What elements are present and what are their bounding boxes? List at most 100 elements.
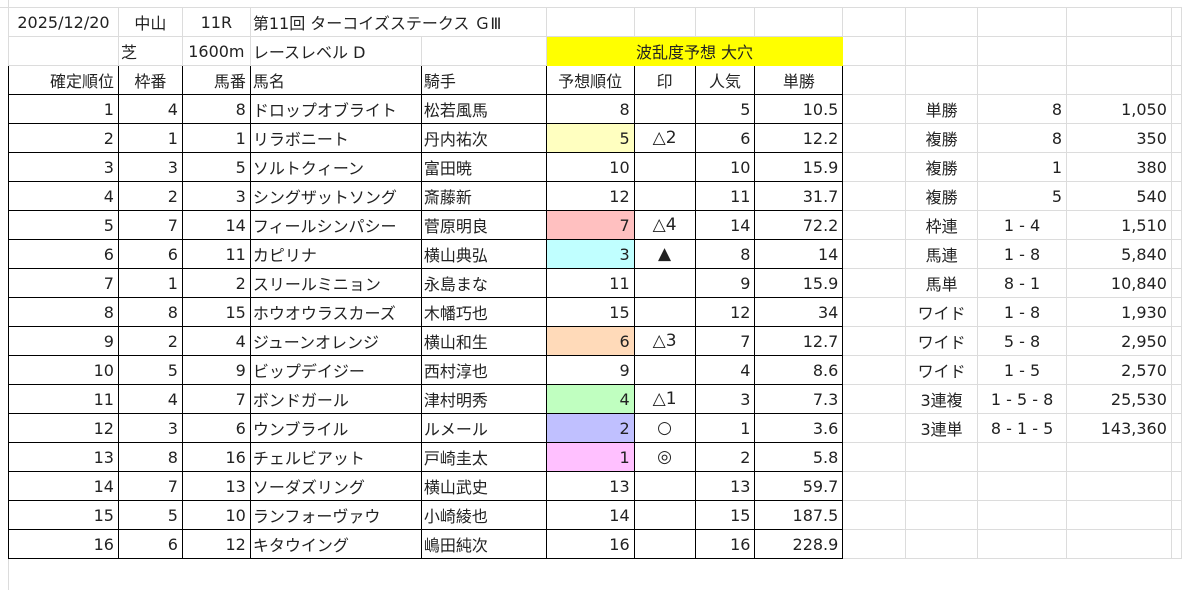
horse-name[interactable]: ソルトクィーン xyxy=(249,152,422,182)
payout-amount[interactable]: 380 xyxy=(1066,152,1172,182)
win-odds[interactable]: 7.3 xyxy=(754,384,844,414)
payout-amount[interactable]: 25,530 xyxy=(1066,384,1172,414)
popularity[interactable]: 16 xyxy=(694,529,756,559)
win-odds[interactable]: 8.6 xyxy=(754,355,844,385)
win-odds[interactable]: 15.9 xyxy=(754,152,844,182)
header-finish-position[interactable]: 確定順位 xyxy=(8,65,119,95)
empty-cell[interactable] xyxy=(905,500,979,530)
popularity[interactable]: 8 xyxy=(694,239,756,269)
predicted-rank[interactable]: 14 xyxy=(545,500,635,530)
jockey-name[interactable]: 丹内祐次 xyxy=(420,123,547,153)
empty-cell[interactable] xyxy=(1170,268,1182,298)
frame-number[interactable]: 8 xyxy=(117,442,183,472)
frame-number[interactable]: 7 xyxy=(117,210,183,240)
payout-combination[interactable]: 1 - 4 xyxy=(977,210,1067,240)
empty-cell[interactable] xyxy=(1170,384,1182,414)
empty-cell[interactable] xyxy=(842,413,907,443)
payout-amount[interactable]: 10,840 xyxy=(1066,268,1172,298)
empty-cell[interactable] xyxy=(1170,326,1182,356)
payout-combination[interactable]: 8 - 1 xyxy=(977,268,1067,298)
popularity[interactable]: 1 xyxy=(694,413,756,443)
horse-number[interactable]: 10 xyxy=(181,500,251,530)
payout-amount[interactable]: 1,510 xyxy=(1066,210,1172,240)
predicted-rank[interactable]: 15 xyxy=(545,297,635,327)
predicted-rank[interactable]: 5 xyxy=(545,123,635,153)
payout-type[interactable]: 3連複 xyxy=(905,384,979,414)
win-odds[interactable]: 10.5 xyxy=(754,94,844,124)
payout-amount[interactable]: 1,050 xyxy=(1066,94,1172,124)
finish-position[interactable]: 4 xyxy=(8,181,119,211)
empty-cell[interactable] xyxy=(1066,65,1172,95)
finish-position[interactable]: 9 xyxy=(8,326,119,356)
prediction-mark[interactable] xyxy=(633,355,696,385)
popularity[interactable]: 10 xyxy=(694,152,756,182)
horse-number[interactable]: 12 xyxy=(181,529,251,559)
frame-number[interactable]: 3 xyxy=(117,152,183,182)
payout-type[interactable]: 馬単 xyxy=(905,268,979,298)
empty-cell[interactable] xyxy=(905,442,979,472)
prediction-mark[interactable] xyxy=(633,152,696,182)
predicted-rank[interactable]: 13 xyxy=(545,471,635,501)
empty-cell[interactable] xyxy=(842,500,907,530)
horse-number[interactable]: 8 xyxy=(181,94,251,124)
empty-cell[interactable] xyxy=(1170,529,1182,559)
finish-position[interactable]: 16 xyxy=(8,529,119,559)
frame-number[interactable]: 5 xyxy=(117,500,183,530)
header-horse-name[interactable]: 馬名 xyxy=(249,65,422,95)
predicted-rank[interactable]: 6 xyxy=(545,326,635,356)
jockey-name[interactable]: 菅原明良 xyxy=(420,210,547,240)
horse-number[interactable]: 6 xyxy=(181,413,251,443)
payout-type[interactable]: 複勝 xyxy=(905,181,979,211)
payout-type[interactable]: 馬連 xyxy=(905,239,979,269)
prediction-mark[interactable]: △4 xyxy=(633,210,696,240)
popularity[interactable]: 7 xyxy=(694,326,756,356)
frame-number[interactable]: 4 xyxy=(117,384,183,414)
finish-position[interactable]: 3 xyxy=(8,152,119,182)
jockey-name[interactable]: 津村明秀 xyxy=(420,384,547,414)
frame-number[interactable]: 2 xyxy=(117,326,183,356)
horse-name[interactable]: ジューンオレンジ xyxy=(249,326,422,356)
frame-number[interactable]: 2 xyxy=(117,181,183,211)
horse-name[interactable]: チェルビアット xyxy=(249,442,422,472)
empty-cell[interactable] xyxy=(842,181,907,211)
horse-number[interactable]: 7 xyxy=(181,384,251,414)
payout-combination[interactable]: 8 xyxy=(977,123,1067,153)
empty-cell[interactable] xyxy=(1170,152,1182,182)
jockey-name[interactable]: 小崎綾也 xyxy=(420,500,547,530)
empty-cell[interactable] xyxy=(1170,181,1182,211)
empty-cell[interactable] xyxy=(1066,529,1172,559)
empty-cell[interactable] xyxy=(977,529,1067,559)
win-odds[interactable]: 3.6 xyxy=(754,413,844,443)
prediction-mark[interactable]: △3 xyxy=(633,326,696,356)
jockey-name[interactable]: 木幡巧也 xyxy=(420,297,547,327)
empty-cell[interactable] xyxy=(1170,442,1182,472)
jockey-name[interactable]: 富田暁 xyxy=(420,152,547,182)
horse-name[interactable]: ドロップオブライト xyxy=(249,94,422,124)
header-jockey[interactable]: 騎手 xyxy=(420,65,547,95)
header-win-odds[interactable]: 単勝 xyxy=(754,65,844,95)
race-surface[interactable]: 芝 xyxy=(117,36,183,66)
predicted-rank[interactable]: 1 xyxy=(545,442,635,472)
empty-cell[interactable] xyxy=(1066,471,1172,501)
predicted-rank[interactable]: 7 xyxy=(545,210,635,240)
predicted-rank[interactable]: 4 xyxy=(545,384,635,414)
empty-cell[interactable] xyxy=(842,529,907,559)
race-level[interactable]: レースレベル D xyxy=(249,36,422,66)
frame-number[interactable]: 1 xyxy=(117,268,183,298)
empty-cell[interactable] xyxy=(842,471,907,501)
horse-name[interactable]: リラボニート xyxy=(249,123,422,153)
payout-combination[interactable]: 8 - 1 - 5 xyxy=(977,413,1067,443)
empty-cell[interactable] xyxy=(1170,210,1182,240)
empty-cell[interactable] xyxy=(842,239,907,269)
payout-amount[interactable]: 2,950 xyxy=(1066,326,1172,356)
horse-name[interactable]: ウンブライル xyxy=(249,413,422,443)
empty-cell[interactable] xyxy=(977,65,1067,95)
empty-cell[interactable] xyxy=(1170,123,1182,153)
jockey-name[interactable]: 永島まな xyxy=(420,268,547,298)
prediction-mark[interactable] xyxy=(633,297,696,327)
horse-number[interactable]: 14 xyxy=(181,210,251,240)
horse-name[interactable]: シングザットソング xyxy=(249,181,422,211)
empty-cell[interactable] xyxy=(977,442,1067,472)
race-distance[interactable]: 1600m xyxy=(181,36,251,66)
frame-number[interactable]: 8 xyxy=(117,297,183,327)
